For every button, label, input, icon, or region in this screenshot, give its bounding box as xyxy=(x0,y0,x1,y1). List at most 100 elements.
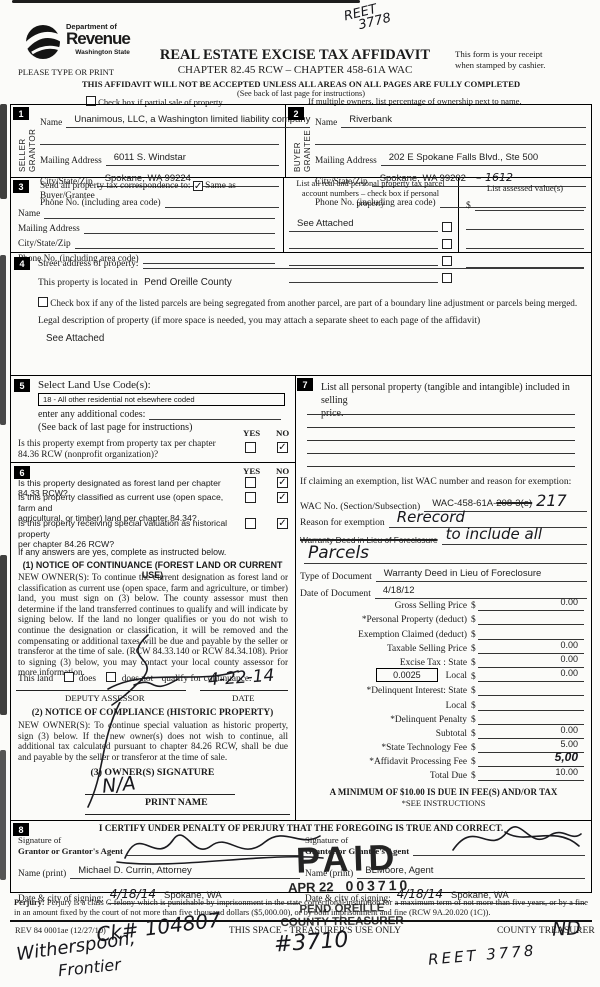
legal-description-label: Legal description of property (if more s… xyxy=(38,316,481,326)
print-name-line[interactable] xyxy=(85,814,290,815)
deputy-assessor-line[interactable] xyxy=(16,690,186,691)
parcel-field-2[interactable] xyxy=(289,238,438,249)
assessor-date-line[interactable] xyxy=(200,690,288,691)
same-as-buyer-checkbox[interactable]: ✓ xyxy=(192,181,203,192)
does-checkbox[interactable] xyxy=(63,672,74,682)
parcel-field-1[interactable]: See Attached xyxy=(289,213,438,232)
street-address-row: Street address of property: xyxy=(38,258,584,269)
additional-codes-field[interactable] xyxy=(149,409,281,420)
personal-property-line-3[interactable] xyxy=(307,440,575,441)
exemption-deduct-field[interactable] xyxy=(477,621,584,640)
total-due-field[interactable]: 10.00 xyxy=(477,762,584,782)
corr-phone-field[interactable] xyxy=(142,253,275,264)
seller-city-field[interactable]: Spokane, WA 99224 xyxy=(96,168,279,187)
parcel-field-4[interactable] xyxy=(289,272,438,283)
buyer-city-row: City/State/Zip Spokane, WA 99202– 1612 xyxy=(315,168,586,187)
notice2-title: (2) NOTICE OF COMPLIANCE (HISTORIC PROPE… xyxy=(31,708,274,718)
owner-signature-line[interactable] xyxy=(85,794,235,795)
parcel-checkbox-1[interactable] xyxy=(442,222,452,232)
excise-state-field[interactable]: 0.00 xyxy=(477,649,584,668)
seller-name-field[interactable]: Unanimous, LLC, a Washington limited lia… xyxy=(66,109,311,128)
notice1-title: (1) NOTICE OF CONTINUANCE (FOREST LAND O… xyxy=(22,560,283,580)
assessed-field-4[interactable] xyxy=(466,257,584,268)
document-type-field[interactable]: Warranty Deed in Lieu of Foreclosure xyxy=(375,563,587,582)
money-row-total: Total Due $ 10.00 xyxy=(295,767,592,782)
revenue-logo: Department of Revenue Washington State xyxy=(22,22,131,64)
current-use-yes-checkbox[interactable] xyxy=(245,492,256,503)
no-col-header-2: NO xyxy=(276,466,290,476)
personal-property-line-5[interactable] xyxy=(307,466,575,467)
grantor-date-field[interactable]: 4/18/14 Spokane, WA xyxy=(107,885,300,904)
corr-name-field[interactable] xyxy=(44,208,275,219)
divider xyxy=(10,177,592,178)
forest-no-checkbox[interactable]: ✓ xyxy=(277,477,288,488)
land-use-code-box[interactable]: 18 - All other residential not elsewhere… xyxy=(38,393,285,406)
processing-fee-field[interactable]: 5,00 xyxy=(477,748,584,768)
subtotal-field[interactable]: 0.00 xyxy=(477,720,584,739)
buyer-name-field[interactable]: Riverbank xyxy=(341,109,586,128)
historical-yes-checkbox[interactable] xyxy=(245,518,256,529)
does-not-checkbox[interactable] xyxy=(106,672,117,682)
street-address-field[interactable] xyxy=(142,258,584,269)
buyer-mailing-field[interactable]: 202 E Spokane Falls Blvd., Ste 500 xyxy=(380,147,586,166)
tech-fee-field[interactable]: 5.00 xyxy=(477,734,584,754)
buyer-city-field[interactable]: Spokane, WA 99202– 1612 xyxy=(371,168,586,187)
deputy-assessor-signature xyxy=(107,634,239,706)
corr-city-field[interactable] xyxy=(74,238,275,249)
document-date-field[interactable]: 4/18/12 xyxy=(374,580,587,599)
forest-yes-checkbox[interactable] xyxy=(245,477,256,488)
parcel-field-3[interactable] xyxy=(289,255,438,266)
seller-mailing-field[interactable]: 6011 S. Windstar xyxy=(105,147,279,166)
buyer-zip-handwritten: – 1612 xyxy=(475,171,513,184)
land-use-title: Select Land Use Code(s): xyxy=(38,379,151,391)
grantee-signature-line[interactable] xyxy=(413,845,585,856)
section-7-badge: 7 xyxy=(297,378,313,391)
taxable-field[interactable]: 0.00 xyxy=(477,635,584,654)
scan-artifact xyxy=(0,104,7,199)
legal-description-value: See Attached xyxy=(46,333,105,344)
grantor-signature-line[interactable] xyxy=(126,845,300,856)
exempt-no-checkbox[interactable]: ✓ xyxy=(277,442,288,453)
personal-deduct-field[interactable] xyxy=(477,606,584,626)
penalty-field[interactable] xyxy=(477,706,584,725)
seller-extra-line[interactable] xyxy=(40,134,279,145)
corr-mailing-field[interactable] xyxy=(83,223,275,234)
exempt-yes-checkbox[interactable] xyxy=(245,442,256,453)
historical-no-checkbox[interactable]: ✓ xyxy=(277,518,288,529)
excise-local-field[interactable]: 0.00 xyxy=(477,663,584,683)
seller-phone-field[interactable] xyxy=(164,189,279,208)
reason-field-3[interactable]: Parcels xyxy=(304,543,587,564)
personal-property-line-4[interactable] xyxy=(307,453,575,454)
current-use-no-checkbox[interactable]: ✓ xyxy=(277,492,288,503)
grantor-signature xyxy=(116,834,324,865)
parcel-checkbox-4[interactable] xyxy=(442,273,452,283)
assessed-field-2[interactable] xyxy=(466,219,584,230)
reason-field-2[interactable]: to include all xyxy=(441,525,587,545)
grantee-date-field[interactable]: 4/18/14 Spokane, WA xyxy=(394,885,585,904)
assessed-field-1[interactable] xyxy=(474,200,584,211)
handwritten-receipt-number: #3710 xyxy=(273,927,350,958)
money-row-exemption: Exemption Claimed (deduct) $ xyxy=(295,625,592,640)
handwritten-wac: 217 xyxy=(536,491,567,510)
grantor-name-field[interactable]: Michael D. Currin, Attorney xyxy=(70,860,300,879)
buyer-extra-line[interactable] xyxy=(315,134,586,145)
reason-field[interactable]: Rerecord xyxy=(388,508,587,528)
money-row-excise-state: Excise Tax : State $ 0.00 xyxy=(295,654,592,668)
personal-property-line-2[interactable] xyxy=(307,427,575,428)
gross-field[interactable]: 0.00 xyxy=(477,592,584,612)
buyer-phone-field[interactable] xyxy=(439,189,586,208)
segregated-checkbox[interactable] xyxy=(38,297,48,307)
money-row-taxable: Taxable Selling Price $ 0.00 xyxy=(295,640,592,654)
grantee-name-field[interactable]: BLMoore, Agent xyxy=(357,860,585,879)
personal-property-line-1[interactable] xyxy=(307,414,575,415)
signature-tail-stroke xyxy=(87,702,121,808)
parcel-checkbox-2[interactable] xyxy=(442,239,452,249)
assessed-row-3 xyxy=(466,238,584,249)
wac-field[interactable]: WAC-458-61A-208-3(e) 217 xyxy=(424,491,587,512)
delinq-int-local-field[interactable] xyxy=(477,692,584,711)
delinq-int-state-field[interactable] xyxy=(477,677,584,697)
parcel-checkbox-3[interactable] xyxy=(442,256,452,266)
grantee-name-row: Name (print) BLMoore, Agent xyxy=(305,860,585,879)
assessed-field-3[interactable] xyxy=(466,238,584,249)
section-4-badge: 4 xyxy=(14,257,30,270)
